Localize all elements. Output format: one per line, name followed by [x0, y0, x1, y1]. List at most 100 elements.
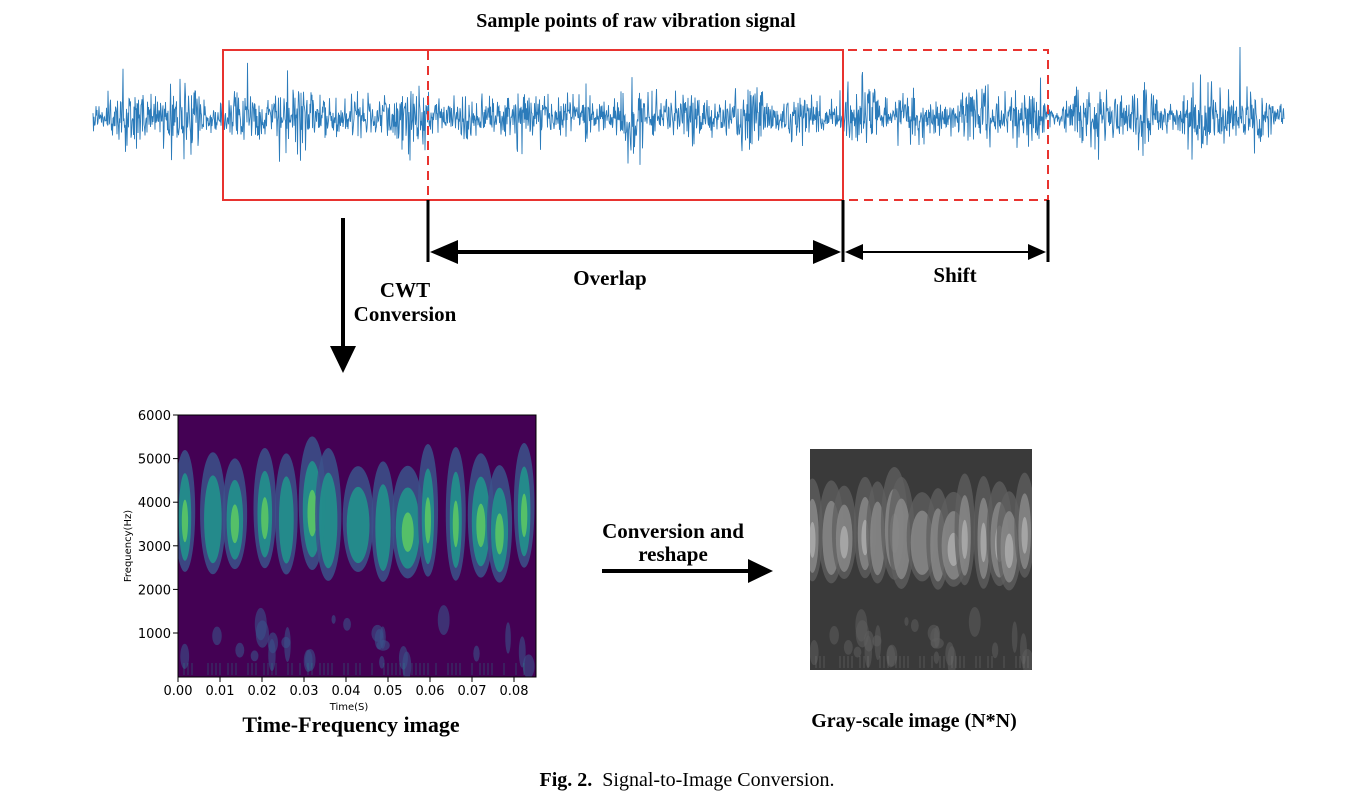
x-tick-label: 0.01 [206, 684, 235, 699]
reshape-label-line1: Conversion and [602, 519, 744, 543]
energy-peak [424, 497, 431, 544]
figure-caption: Fig. 2. Signal-to-Image Conversion. [540, 769, 835, 791]
arrowhead-right-icon [813, 240, 841, 264]
low-frequency-component [343, 617, 351, 631]
low-frequency-component [281, 636, 291, 649]
energy-peak [307, 489, 317, 537]
low-frequency-component [522, 654, 535, 677]
arrowhead-left-icon [845, 244, 863, 260]
low-frequency-component [303, 649, 313, 672]
y-tick-label: 5000 [138, 453, 171, 468]
energy-band [319, 472, 338, 569]
y-tick-label: 1000 [138, 627, 171, 642]
energy-band [204, 475, 222, 564]
low-frequency-component [267, 632, 278, 654]
low-frequency-component [374, 629, 384, 650]
x-tick-label: 0.07 [458, 684, 487, 699]
y-tick-label: 3000 [138, 540, 171, 555]
y-tick-label: 6000 [138, 409, 171, 424]
gray-image-caption: Gray-scale image (N*N) [811, 710, 1017, 732]
energy-peak [495, 513, 504, 555]
energy-peak [401, 512, 414, 552]
figure-caption-text: Signal-to-Image Conversion. [602, 769, 834, 791]
low-frequency-component [843, 639, 853, 655]
arrowhead-left-icon [430, 240, 458, 264]
cwt-arrow [330, 218, 356, 373]
x-tick-label: 0.08 [500, 684, 529, 699]
energy-peak [840, 525, 849, 559]
low-frequency-component [379, 656, 385, 669]
cwt-label-line2: Conversion [354, 302, 457, 326]
shift-dimension [845, 200, 1050, 262]
low-frequency-component [518, 636, 526, 668]
low-frequency-component [1011, 621, 1018, 653]
arrow-right-icon [748, 559, 773, 583]
energy-band [346, 486, 370, 564]
low-frequency-component [331, 614, 336, 624]
energy-peak [476, 503, 486, 548]
low-frequency-component [968, 606, 981, 637]
x-tick-label: 0.05 [374, 684, 403, 699]
low-frequency-component [945, 642, 955, 666]
low-frequency-component [212, 626, 222, 646]
low-frequency-component [250, 650, 259, 662]
low-frequency-component [991, 642, 999, 659]
low-frequency-component [853, 646, 862, 658]
reshape-arrow [602, 559, 773, 583]
energy-peak [520, 493, 528, 538]
energy-peak [230, 504, 239, 544]
energy-band [375, 484, 391, 572]
arrowhead-right-icon [1028, 244, 1046, 260]
gray-scale-image [810, 449, 1032, 670]
low-frequency-component [910, 619, 919, 633]
energy-peak [1021, 516, 1028, 554]
low-frequency-component [829, 626, 839, 645]
low-frequency-component [180, 643, 190, 669]
x-axis: 0.00 0.01 0.02 0.03 0.04 0.05 0.06 0.07 0.08 [164, 677, 529, 699]
x-tick-label: 0.04 [332, 684, 361, 699]
arrow-down-icon [330, 346, 356, 373]
signal-waveform [92, 46, 1285, 165]
low-frequency-component [855, 620, 869, 648]
low-frequency-component [1020, 633, 1027, 665]
x-tick-label: 0.00 [164, 684, 193, 699]
x-tick-label: 0.03 [290, 684, 319, 699]
y-tick-label: 4000 [138, 496, 171, 511]
low-frequency-component [933, 651, 940, 664]
energy-peak [1004, 533, 1014, 569]
y-tick-label: 2000 [138, 583, 171, 598]
x-axis-label: Time(S) [329, 702, 369, 713]
low-frequency-component [810, 639, 819, 666]
energy-peak [181, 499, 189, 543]
raw-vibration-signal [92, 46, 1285, 165]
low-frequency-component [255, 620, 269, 648]
energy-peak [810, 521, 816, 558]
low-frequency-component [473, 645, 480, 662]
x-tick-label: 0.02 [248, 684, 277, 699]
cwt-label-line1: CWT [380, 278, 430, 302]
gray-image-content [810, 466, 1032, 670]
tf-image-caption: Time-Frequency image [242, 712, 460, 737]
x-tick-label: 0.06 [416, 684, 445, 699]
low-frequency-component [886, 645, 896, 668]
low-frequency-component [398, 646, 408, 670]
overlap-label: Overlap [573, 266, 647, 290]
shift-label: Shift [933, 263, 976, 287]
energy-peak [261, 497, 269, 540]
spectrogram-content [178, 436, 535, 677]
energy-peak [980, 522, 987, 563]
energy-peak [452, 500, 459, 548]
signal-title: Sample points of raw vibration signal [476, 10, 796, 32]
low-frequency-component [872, 635, 882, 647]
y-axis: 6000 5000 4000 3000 2000 1000 [138, 409, 178, 642]
energy-band [278, 476, 294, 564]
overlap-dimension [426, 200, 845, 264]
y-axis-label: Frequency(Hz) [123, 510, 134, 582]
low-frequency-component [505, 622, 511, 654]
low-frequency-component [235, 642, 245, 658]
reshape-label-line2: reshape [638, 542, 708, 566]
low-frequency-component [904, 616, 909, 626]
energy-band [892, 498, 911, 580]
